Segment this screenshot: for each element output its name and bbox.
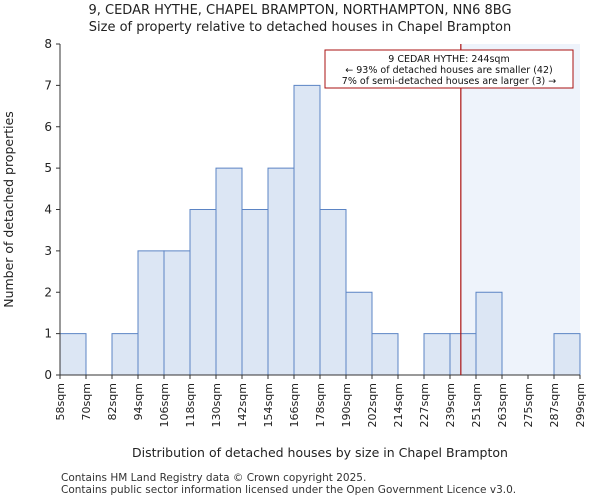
y-tick-label: 7	[44, 78, 52, 92]
x-tick-label: 166sqm	[288, 383, 301, 427]
x-tick-label: 106sqm	[158, 383, 171, 427]
x-tick-label: 214sqm	[392, 383, 405, 427]
histogram-bar	[137, 250, 165, 376]
y-axis-title: Number of detached properties	[1, 111, 16, 308]
histogram-bar	[215, 167, 243, 376]
footer-copyright: Contains HM Land Registry data © Crown c…	[61, 472, 367, 484]
x-tick-label: 227sqm	[418, 383, 431, 427]
y-tick-label: 8	[44, 37, 52, 51]
y-tick-label: 1	[44, 327, 52, 341]
chart-title-line2: Size of property relative to detached ho…	[88, 20, 512, 35]
histogram-bar	[345, 291, 373, 376]
x-tick-label: 70sqm	[80, 383, 93, 420]
x-tick-label: 299sqm	[574, 383, 587, 427]
histogram-bar	[293, 84, 321, 376]
histogram-bar	[319, 209, 347, 376]
x-tick-label: 82sqm	[106, 383, 119, 420]
histogram-bar	[111, 333, 139, 376]
x-tick-label: 130sqm	[210, 383, 223, 427]
histogram-bar	[59, 333, 87, 376]
x-tick-label: 58sqm	[54, 383, 67, 420]
x-tick-label: 154sqm	[262, 383, 275, 427]
histogram-bar	[371, 333, 399, 376]
annotation-box	[324, 49, 574, 89]
x-tick-label: 142sqm	[236, 383, 249, 427]
x-tick-label: 263sqm	[496, 383, 509, 427]
x-tick-label: 251sqm	[470, 383, 483, 427]
annotation-larger-text: 7% of semi-detached houses are larger (3…	[342, 76, 556, 87]
x-tick-label: 118sqm	[184, 383, 197, 427]
x-tick-label: 94sqm	[132, 383, 145, 420]
y-tick-label: 6	[44, 120, 52, 134]
histogram-bar	[241, 209, 269, 376]
annotation-title: 9 CEDAR HYTHE: 244sqm	[388, 54, 509, 65]
x-tick-label: 287sqm	[548, 383, 561, 427]
x-tick-label: 178sqm	[314, 383, 327, 427]
x-tick-label: 202sqm	[366, 383, 379, 427]
y-tick-label: 0	[44, 368, 52, 382]
histogram-bar	[475, 291, 503, 376]
footer-licence: Contains public sector information licen…	[61, 484, 517, 496]
x-tick-label: 275sqm	[522, 383, 535, 427]
y-tick-label: 2	[44, 285, 52, 299]
histogram-bar	[423, 333, 451, 376]
y-tick-label: 4	[44, 203, 52, 217]
histogram-bar	[449, 333, 477, 376]
annotation-smaller-text: ← 93% of detached houses are smaller (42…	[345, 65, 552, 76]
chart-title-line1: 9, CEDAR HYTHE, CHAPEL BRAMPTON, NORTHAM…	[88, 3, 512, 18]
histogram-bar	[267, 167, 295, 376]
histogram-bar	[189, 209, 217, 376]
histogram-bar	[163, 250, 191, 376]
y-tick-label: 3	[44, 244, 52, 258]
x-tick-label: 239sqm	[444, 383, 457, 427]
y-tick-label: 5	[44, 161, 52, 175]
histogram-bar	[553, 333, 581, 376]
x-axis-title: Distribution of detached houses by size …	[132, 445, 508, 460]
x-tick-label: 190sqm	[340, 383, 353, 427]
